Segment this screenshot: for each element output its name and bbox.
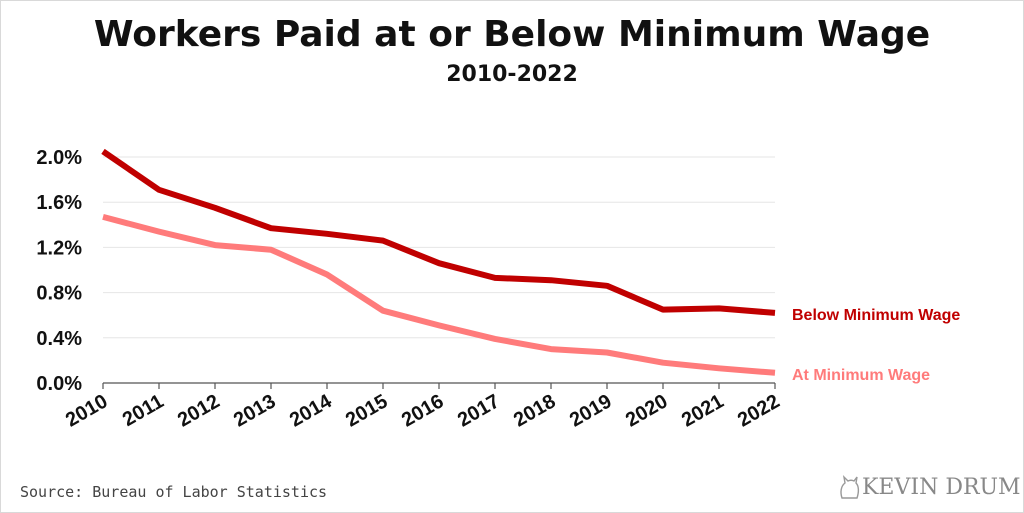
x-tick-label: 2015 — [342, 390, 392, 431]
x-tick-label: 2014 — [286, 390, 336, 432]
x-tick-label: 2022 — [734, 390, 784, 431]
series-label: Below Minimum Wage — [792, 307, 960, 324]
x-tick-label: 2019 — [566, 390, 616, 431]
y-tick-label: 2.0% — [36, 147, 82, 169]
x-tick-label: 2020 — [622, 390, 672, 431]
series-label: At Minimum Wage — [792, 367, 930, 384]
x-tick-label: 2010 — [62, 390, 112, 431]
series-line — [101, 148, 776, 316]
brand-logo: KEVIN DRUM — [838, 474, 1021, 500]
chart-title: Workers Paid at or Below Minimum Wage — [93, 14, 931, 55]
y-tick-label: 1.6% — [36, 192, 82, 214]
y-tick-label: 0.0% — [36, 373, 82, 395]
y-tick-label: 1.2% — [36, 237, 82, 259]
x-tick-label: 2021 — [678, 390, 728, 431]
x-tick-label: 2017 — [454, 390, 504, 431]
y-tick-label: 0.8% — [36, 283, 82, 305]
x-tick-label: 2016 — [398, 390, 448, 431]
x-tick-label: 2011 — [119, 390, 168, 431]
chart-subtitle: 2010-2022 — [446, 62, 578, 87]
brand-name: KEVIN DRUM — [862, 474, 1021, 500]
x-tick-label: 2018 — [510, 390, 560, 431]
series-line — [102, 213, 776, 376]
x-tick-label: 2013 — [230, 390, 280, 431]
source-note: Source: Bureau of Labor Statistics — [20, 483, 328, 501]
x-tick-label: 2012 — [174, 390, 224, 431]
y-tick-label: 0.4% — [36, 328, 82, 350]
cat-icon — [840, 474, 860, 499]
